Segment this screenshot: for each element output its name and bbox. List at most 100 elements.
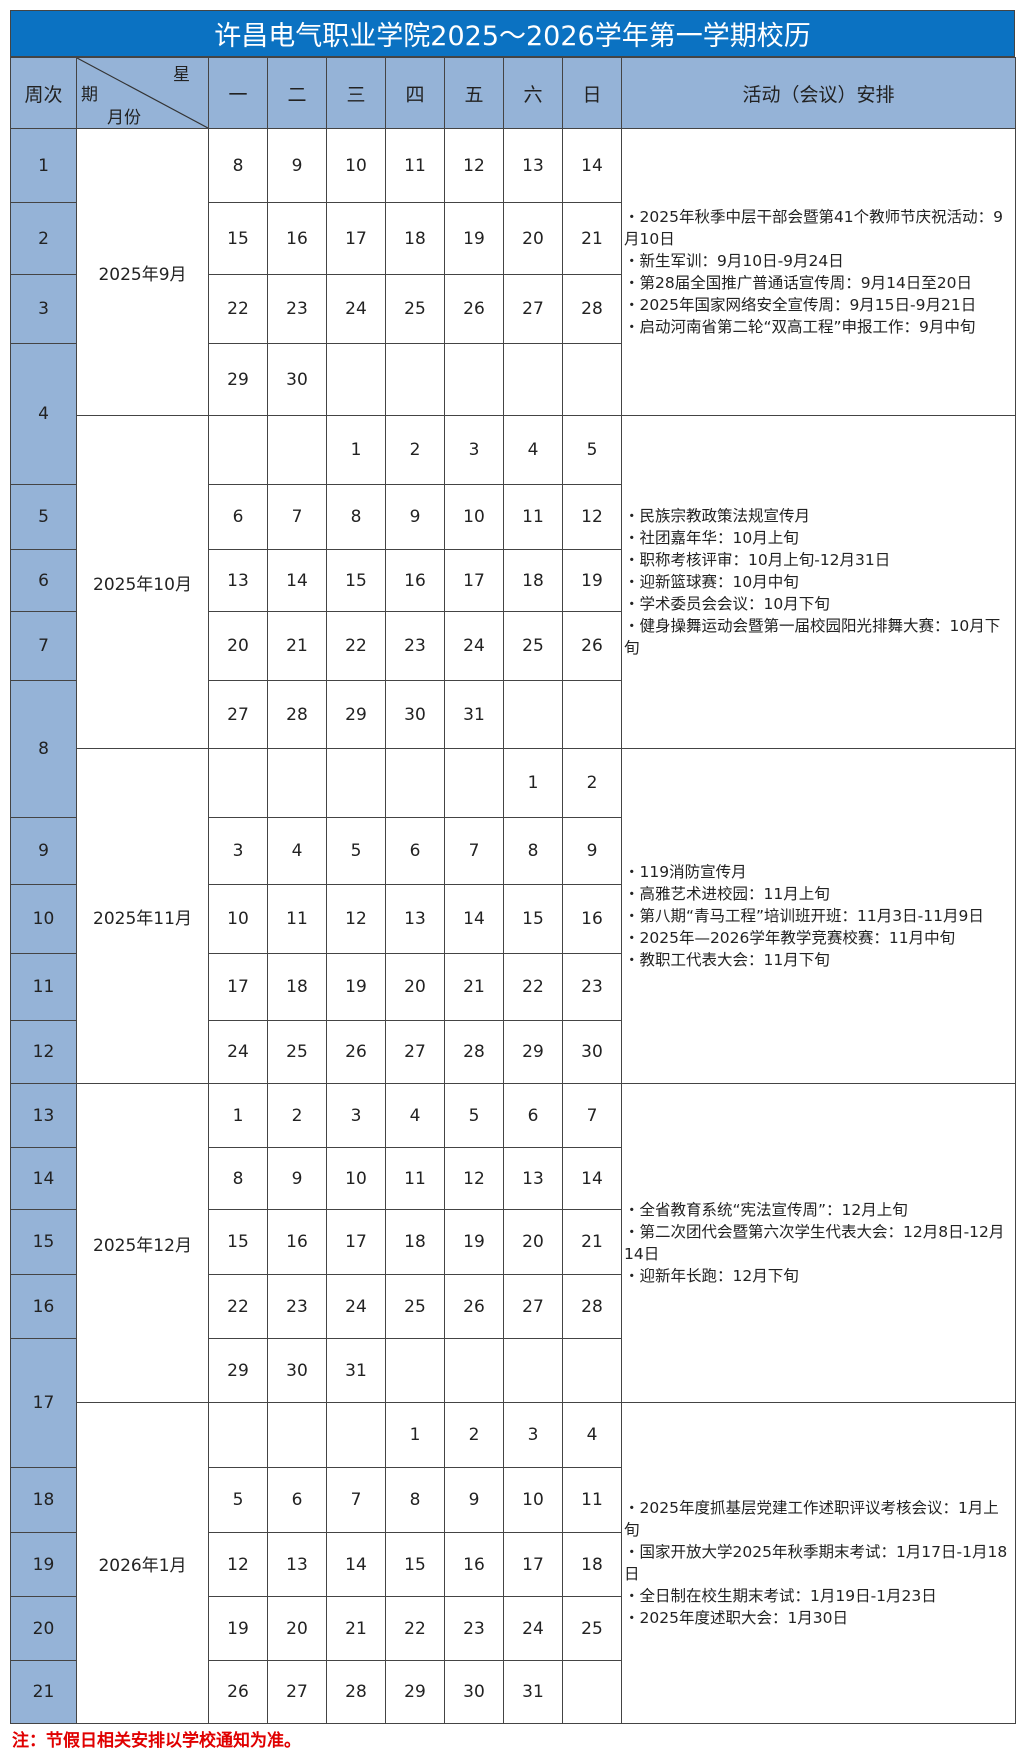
date-cell: 6	[268, 1468, 327, 1533]
date-cell	[209, 1403, 268, 1468]
date-cell	[386, 1339, 445, 1403]
activities-list: ・2025年度抓基层党建工作述职评议考核会议：1月上旬 ・国家开放大学2025年秋…	[624, 1497, 1013, 1629]
activity-item: ・第八期“青马工程”培训班开班：11月3日-11月9日	[624, 907, 984, 925]
date-cell: 27	[209, 681, 268, 749]
date-cell: 15	[327, 550, 386, 612]
date-cell: 24	[504, 1597, 563, 1661]
date-cell: 30	[445, 1661, 504, 1724]
date-cell: 24	[445, 612, 504, 681]
activity-item: ・教职工代表大会：11月下旬	[624, 951, 830, 969]
weekday-header: 三	[327, 58, 386, 129]
weekday-header: 五	[445, 58, 504, 129]
date-cell: 26	[327, 1021, 386, 1084]
date-cell: 23	[386, 612, 445, 681]
date-cell: 6	[386, 818, 445, 885]
date-cell: 10	[327, 1148, 386, 1210]
activity-item: ・迎新篮球赛：10月中旬	[624, 573, 799, 591]
week-number: 13	[11, 1084, 77, 1148]
date-cell: 9	[386, 485, 445, 550]
date-cell: 3	[209, 818, 268, 885]
date-cell: 2	[386, 416, 445, 485]
date-cell: 19	[445, 203, 504, 275]
date-cell: 3	[327, 1084, 386, 1148]
footnote: 注：节假日相关安排以学校通知为准。	[12, 1731, 301, 1751]
date-cell: 29	[386, 1661, 445, 1724]
date-cell: 16	[268, 203, 327, 275]
date-cell: 25	[268, 1021, 327, 1084]
activity-item: ・健身操舞运动会暨第一届校园阳光排舞大赛：10月下旬	[624, 617, 1001, 657]
activity-item: ・迎新年长跑：12月下旬	[624, 1267, 799, 1285]
week-number: 15	[11, 1210, 77, 1275]
date-cell: 18	[268, 954, 327, 1021]
date-cell: 29	[209, 344, 268, 416]
week-number: 1	[11, 129, 77, 203]
date-cell: 8	[504, 818, 563, 885]
month-label: 2025年12月	[77, 1084, 209, 1403]
date-cell: 12	[445, 129, 504, 203]
date-cell: 26	[445, 275, 504, 344]
date-cell: 27	[504, 1275, 563, 1339]
date-cell: 26	[445, 1275, 504, 1339]
date-cell: 6	[209, 485, 268, 550]
activity-item: ・全日制在校生期末考试：1月19日-1月23日	[624, 1587, 937, 1605]
activities-cell: ・2025年度抓基层党建工作述职评议考核会议：1月上旬 ・国家开放大学2025年秋…	[622, 1403, 1016, 1724]
date-cell: 5	[209, 1468, 268, 1533]
date-cell: 8	[209, 1148, 268, 1210]
activities-cell: ・民族宗教政策法规宣传月 ・社团嘉年华：10月上旬 ・职称考核评审：10月上旬-12…	[622, 416, 1016, 749]
month-label: 2025年9月	[77, 129, 209, 416]
date-cell: 18	[563, 1533, 622, 1597]
date-cell: 17	[209, 954, 268, 1021]
date-cell: 28	[268, 681, 327, 749]
activity-item: ・第二次团代会暨第六次学生代表大会：12月8日-12月14日	[624, 1223, 1005, 1263]
date-cell: 12	[445, 1148, 504, 1210]
date-cell: 15	[386, 1533, 445, 1597]
date-cell: 13	[268, 1533, 327, 1597]
date-cell: 31	[327, 1339, 386, 1403]
activity-item: ・民族宗教政策法规宣传月	[624, 507, 811, 525]
activity-item: ・启动河南省第二轮“双高工程”申报工作：9月中旬	[624, 318, 976, 336]
date-cell: 10	[504, 1468, 563, 1533]
week-number: 4	[11, 344, 77, 485]
date-cell: 9	[563, 818, 622, 885]
week-number: 2	[11, 203, 77, 275]
date-cell: 14	[563, 1148, 622, 1210]
date-cell: 31	[445, 681, 504, 749]
diag-period-label: 期	[81, 85, 98, 105]
date-cell: 6	[504, 1084, 563, 1148]
date-cell: 21	[268, 612, 327, 681]
date-cell: 26	[563, 612, 622, 681]
date-cell: 20	[386, 954, 445, 1021]
date-cell: 13	[504, 1148, 563, 1210]
week-header: 周次	[11, 58, 77, 129]
date-cell	[563, 1661, 622, 1724]
date-cell: 1	[327, 416, 386, 485]
activity-item: ・高雅艺术进校园：11月上旬	[624, 885, 830, 903]
activities-list: ・2025年秋季中层干部会暨第41个教师节庆祝活动：9月10日 ・新生军训：9月1…	[624, 206, 1013, 338]
month-label: 2026年1月	[77, 1403, 209, 1724]
date-cell	[268, 1403, 327, 1468]
diag-weekday-label: 星	[173, 65, 190, 85]
date-cell: 16	[386, 550, 445, 612]
date-cell: 22	[209, 1275, 268, 1339]
date-cell: 28	[445, 1021, 504, 1084]
date-cell: 12	[563, 485, 622, 550]
date-cell: 11	[504, 485, 563, 550]
date-cell: 24	[209, 1021, 268, 1084]
activity-item: ・2025年秋季中层干部会暨第41个教师节庆祝活动：9月10日	[624, 208, 1004, 248]
date-cell: 1	[504, 749, 563, 818]
week-number: 3	[11, 275, 77, 344]
date-cell: 20	[504, 203, 563, 275]
week-number: 8	[11, 681, 77, 818]
date-cell	[209, 749, 268, 818]
date-cell	[504, 681, 563, 749]
date-cell	[445, 1339, 504, 1403]
date-cell: 9	[445, 1468, 504, 1533]
weekday-header: 二	[268, 58, 327, 129]
date-cell: 24	[327, 1275, 386, 1339]
date-cell: 4	[504, 416, 563, 485]
date-cell: 19	[563, 550, 622, 612]
date-cell	[504, 344, 563, 416]
month-label: 2025年11月	[77, 749, 209, 1084]
date-cell: 23	[268, 275, 327, 344]
date-cell	[327, 749, 386, 818]
